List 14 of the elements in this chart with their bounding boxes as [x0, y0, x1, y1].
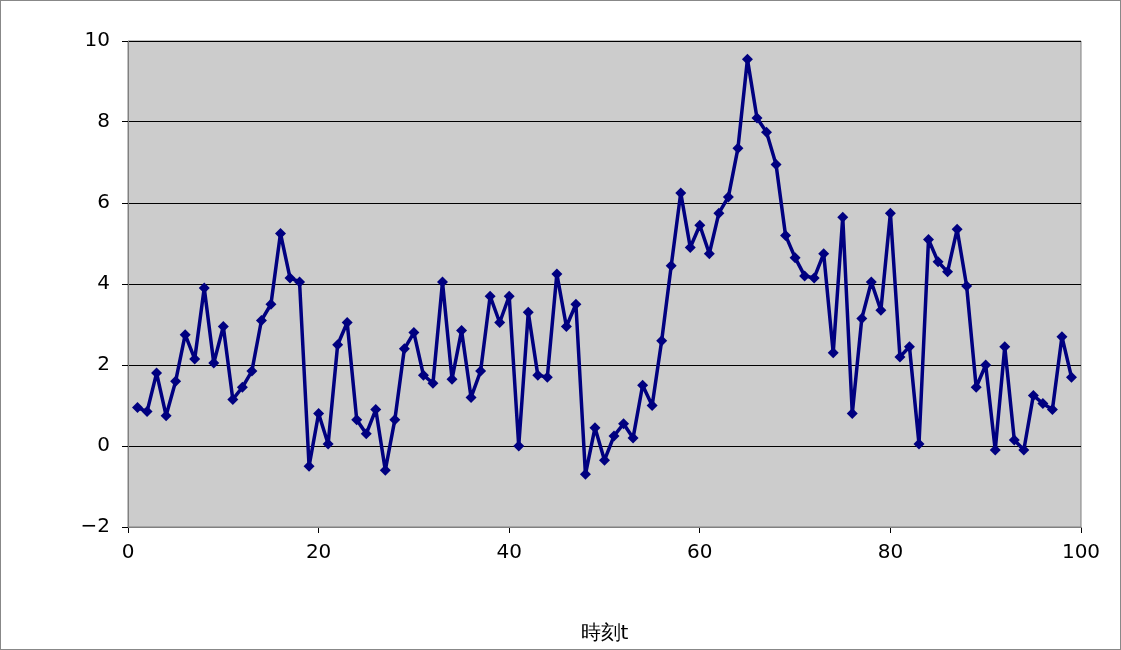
x-tick-label: 80 [877, 539, 904, 564]
x-tick-label: 20 [305, 539, 332, 564]
y-tick-label: 10 [84, 27, 110, 52]
x-tick-label: 0 [121, 539, 135, 564]
y-tick-label: −2 [80, 513, 110, 538]
x-tick-label: 100 [1061, 539, 1101, 564]
y-tick-label: 6 [97, 189, 110, 214]
x-axis-title: 時刻t [580, 620, 629, 645]
x-tick-label: 40 [496, 539, 522, 564]
y-tick-label: 4 [97, 270, 110, 295]
y-tick-label: 0 [97, 432, 110, 457]
y-tick-label: 8 [97, 108, 110, 133]
x-tick-label: 60 [687, 539, 713, 564]
y-tick-label: 2 [97, 351, 110, 376]
